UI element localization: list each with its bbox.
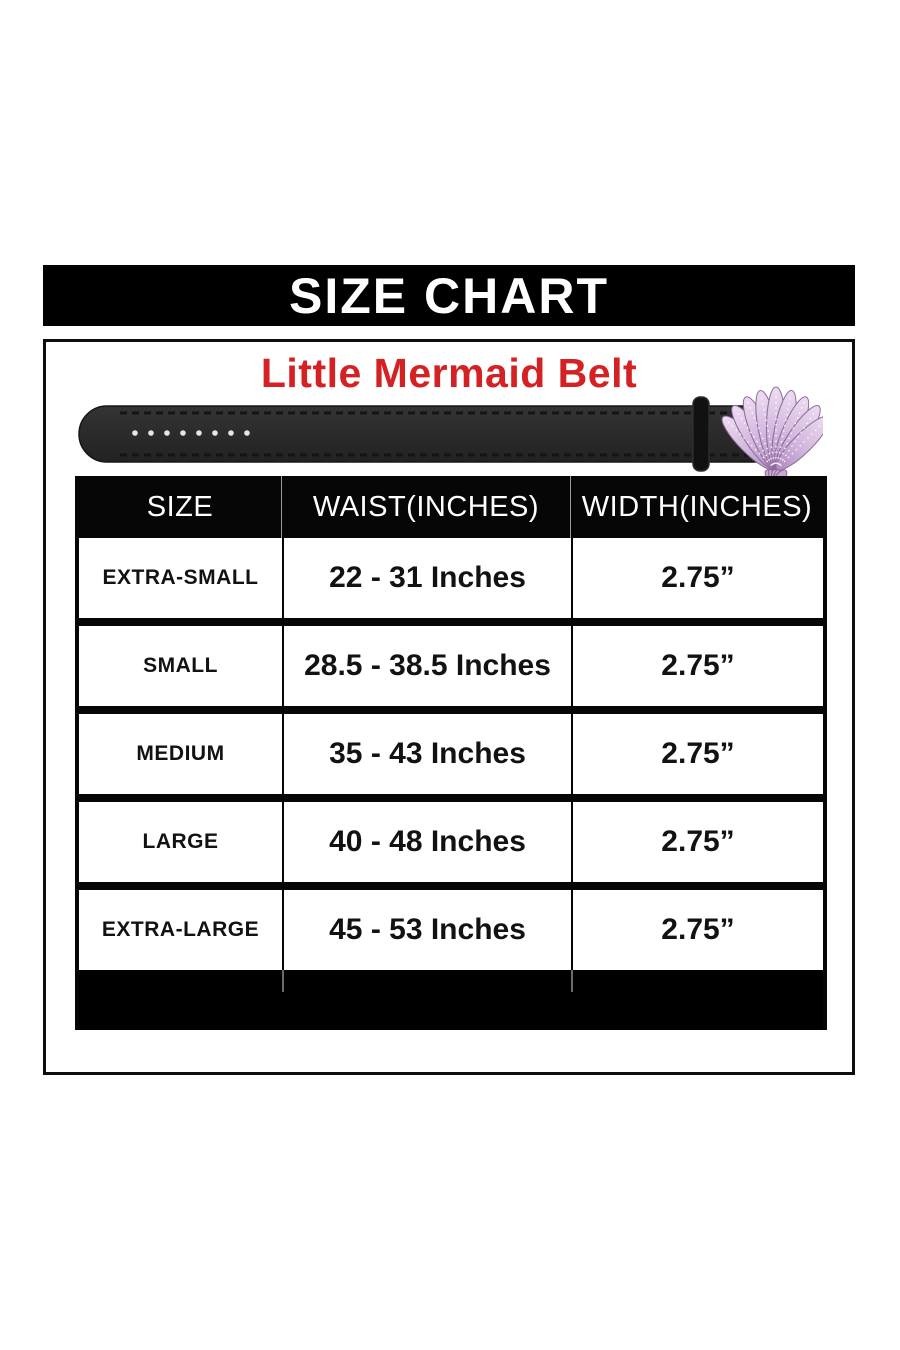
belt-keeper-icon	[692, 396, 710, 472]
size-cell: EXTRA-LARGE	[79, 890, 282, 970]
size-chart-frame: Little Mermaid Belt	[43, 339, 855, 1075]
table-row: SMALL 28.5 - 38.5 Inches 2.75”	[79, 626, 823, 706]
table-row: EXTRA-LARGE 45 - 53 Inches 2.75”	[79, 890, 823, 970]
size-cell: LARGE	[79, 802, 282, 882]
size-chart-banner-title: SIZE CHART	[289, 267, 609, 324]
belt-strap-icon	[78, 396, 767, 472]
table-row: LARGE 40 - 48 Inches 2.75”	[79, 802, 823, 882]
header-waist: WAIST(INCHES)	[282, 476, 571, 538]
width-cell: 2.75”	[573, 538, 823, 618]
table-row: MEDIUM 35 - 43 Inches 2.75”	[79, 714, 823, 794]
header-width: WIDTH(INCHES)	[581, 490, 813, 523]
waist-cell: 22 - 31 Inches	[284, 538, 571, 618]
header-size: SIZE	[79, 476, 282, 538]
size-table-header: SIZE WAIST(INCHES) WIDTH(INCHES)	[79, 476, 823, 538]
belt-with-shell-buckle-icon	[78, 386, 831, 486]
width-cell: 2.75”	[573, 714, 823, 794]
waist-cell: 35 - 43 Inches	[284, 714, 571, 794]
width-cell: 2.75”	[573, 890, 823, 970]
size-chart-banner: SIZE CHART	[43, 265, 855, 326]
size-cell: MEDIUM	[79, 714, 282, 794]
waist-cell: 28.5 - 38.5 Inches	[284, 626, 571, 706]
size-table-body: EXTRA-SMALL 22 - 31 Inches 2.75” SMALL 2…	[79, 538, 823, 970]
waist-cell: 40 - 48 Inches	[284, 802, 571, 882]
belt-holes-icon	[132, 430, 250, 436]
shell-buckle-icon	[721, 386, 831, 486]
size-table-footer	[79, 970, 823, 1030]
width-cell: 2.75”	[573, 802, 823, 882]
size-table: SIZE WAIST(INCHES) WIDTH(INCHES) EXTRA-S…	[75, 476, 827, 1030]
size-cell: EXTRA-SMALL	[79, 538, 282, 618]
belt-illustration	[78, 384, 831, 490]
footer-separator-stub	[571, 970, 573, 992]
table-row: EXTRA-SMALL 22 - 31 Inches 2.75”	[79, 538, 823, 618]
size-cell: SMALL	[79, 626, 282, 706]
footer-separator-stub	[282, 970, 284, 992]
product-title: Little Mermaid Belt	[260, 350, 638, 396]
waist-cell: 45 - 53 Inches	[284, 890, 571, 970]
width-cell: 2.75”	[573, 626, 823, 706]
